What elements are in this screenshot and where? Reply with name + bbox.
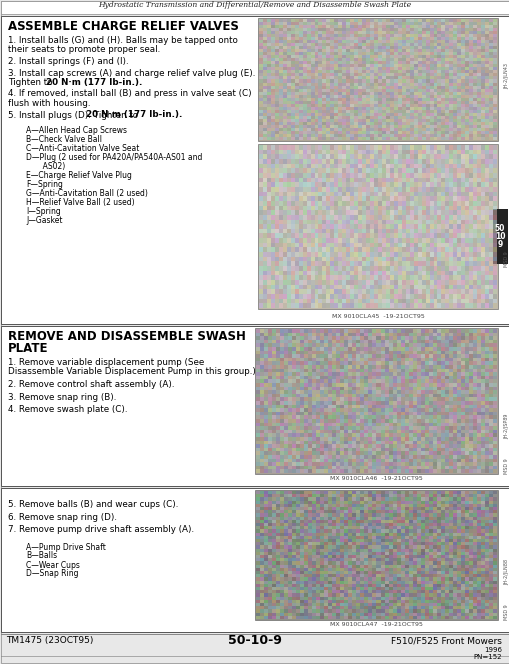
Text: A—Allen Head Cap Screws: A—Allen Head Cap Screws [26,126,127,135]
Bar [258,18,497,141]
Text: Disassemble Variable Displacement Pump in this group.): Disassemble Variable Displacement Pump i… [8,367,256,376]
Text: F510/F525 Front Mowers: F510/F525 Front Mowers [390,637,501,645]
Bar [1,326,508,486]
Text: 3. Install cap screws (A) and charge relief valve plug (E).: 3. Install cap screws (A) and charge rel… [8,68,255,78]
Text: 2. Remove control shaft assembly (A).: 2. Remove control shaft assembly (A). [8,380,174,389]
Text: 6. Remove snap ring (D).: 6. Remove snap ring (D). [8,513,117,521]
Text: 9: 9 [496,240,502,249]
Text: B—Balls: B—Balls [26,552,57,560]
Text: flush with housing.: flush with housing. [8,99,90,108]
Bar [258,144,497,309]
Bar [1,488,508,632]
Text: TM1475 (23OCT95): TM1475 (23OCT95) [6,637,93,645]
Text: 20 N·m (177 lb-in.).: 20 N·m (177 lb-in.). [46,78,142,87]
Text: MSD 9: MSD 9 [503,251,508,267]
Text: D—Snap Ring: D—Snap Ring [26,570,78,578]
Text: 50: 50 [494,224,504,233]
Bar [254,490,497,620]
Bar [1,1,508,14]
Text: JH-2/JSP89: JH-2/JSP89 [503,413,508,439]
Text: 1. Install balls (G) and (H). Balls may be tapped onto: 1. Install balls (G) and (H). Balls may … [8,36,237,45]
Text: 1996: 1996 [483,647,501,653]
Text: MX 9010CLA46  -19-21OCT95: MX 9010CLA46 -19-21OCT95 [329,476,421,481]
Text: 1. Remove variable displacement pump (See: 1. Remove variable displacement pump (Se… [8,358,204,367]
Text: 3. Remove snap ring (B).: 3. Remove snap ring (B). [8,392,116,402]
Text: ASSEMBLE CHARGE RELIEF VALVES: ASSEMBLE CHARGE RELIEF VALVES [8,20,238,33]
Text: MSD 9: MSD 9 [503,458,508,474]
Text: A—Pump Drive Shaft: A—Pump Drive Shaft [26,542,106,552]
Text: C—Anti-Cavitation Valve Seat: C—Anti-Cavitation Valve Seat [26,144,139,153]
Text: 5. Install plugs (D). Tighten to: 5. Install plugs (D). Tighten to [8,110,140,120]
Text: F—Spring: F—Spring [26,180,63,189]
Text: C—Wear Cups: C—Wear Cups [26,560,80,570]
Text: PN=152: PN=152 [472,654,501,660]
Text: I—Spring: I—Spring [26,207,61,216]
Text: B—Check Valve Ball: B—Check Valve Ball [26,135,102,144]
Text: E—Charge Relief Valve Plug: E—Charge Relief Valve Plug [26,171,132,180]
Text: H—Relief Valve Ball (2 used): H—Relief Valve Ball (2 used) [26,198,134,207]
Bar [492,209,507,264]
Text: PLATE: PLATE [8,342,48,355]
Text: MX 9010CLA45  -19-21OCT95: MX 9010CLA45 -19-21OCT95 [331,314,423,319]
Text: MX 9010CLA47  -19-21OCT95: MX 9010CLA47 -19-21OCT95 [329,622,421,627]
Text: 2. Install springs (F) and (I).: 2. Install springs (F) and (I). [8,57,128,66]
Text: D—Plug (2 used for PA420A/PA540A-AS01 and: D—Plug (2 used for PA420A/PA540A-AS01 an… [26,153,202,162]
Text: AS02): AS02) [26,162,65,171]
Text: 20 N·m (177 lb-in.).: 20 N·m (177 lb-in.). [86,110,182,120]
Text: JH-2/JLN43: JH-2/JLN43 [503,63,508,89]
Text: MSD 9: MSD 9 [503,604,508,620]
Text: REMOVE AND DISASSEMBLE SWASH: REMOVE AND DISASSEMBLE SWASH [8,330,245,343]
Text: 4. Remove swash plate (C).: 4. Remove swash plate (C). [8,405,127,414]
Text: their seats to promote proper seal.: their seats to promote proper seal. [8,46,160,54]
Text: Tighten to: Tighten to [8,78,55,87]
Text: JH-2/JLN88: JH-2/JLN88 [503,559,508,585]
Text: J—Gasket: J—Gasket [26,216,63,225]
Text: 4. If removed, install ball (B) and press in valve seat (C): 4. If removed, install ball (B) and pres… [8,90,251,98]
Text: 7. Remove pump drive shaft assembly (A).: 7. Remove pump drive shaft assembly (A). [8,525,194,534]
Bar [254,328,497,474]
Text: 5. Remove balls (B) and wear cups (C).: 5. Remove balls (B) and wear cups (C). [8,500,178,509]
Text: G—Anti-Cavitation Ball (2 used): G—Anti-Cavitation Ball (2 used) [26,189,148,198]
Text: 50-10-9: 50-10-9 [228,635,281,647]
Text: 10: 10 [494,232,504,241]
Bar [1,16,508,324]
Text: Hydrostatic Transmission and Differential/Remove and Disassemble Swash Plate: Hydrostatic Transmission and Differentia… [98,1,411,9]
